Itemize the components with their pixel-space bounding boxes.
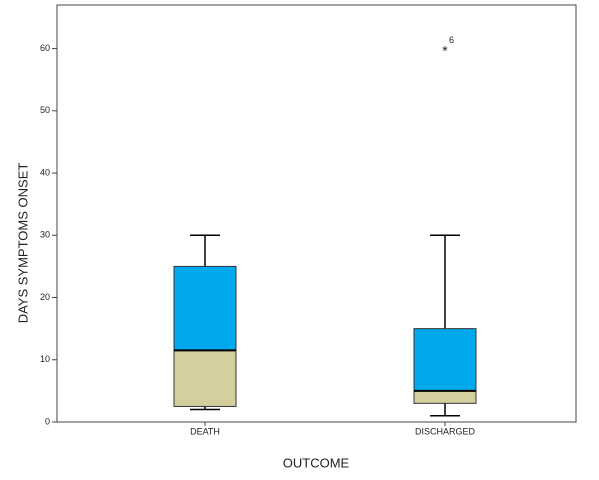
outlier-label: 6 — [449, 35, 454, 45]
plot-frame — [56, 4, 577, 423]
outlier: * — [442, 42, 448, 58]
y-tick-label: 60 — [40, 43, 50, 53]
y-tick-label: 50 — [40, 105, 50, 115]
y-tick-label: 10 — [40, 354, 50, 364]
box-lower — [173, 349, 237, 407]
y-tick-label: 40 — [40, 167, 50, 177]
y-tick-label: 30 — [40, 230, 50, 240]
y-axis-title: DAYS SYMPTOMS ONSET — [15, 163, 30, 324]
box-upper — [413, 328, 477, 392]
x-tick-label: DISCHARGED — [415, 426, 476, 436]
x-axis-title: OUTCOME — [283, 455, 350, 470]
y-tick-label: 0 — [45, 416, 50, 426]
x-tick-label: DEATH — [190, 426, 220, 436]
box-lower — [413, 390, 477, 404]
box-upper — [173, 265, 237, 351]
y-tick-label: 20 — [40, 292, 50, 302]
